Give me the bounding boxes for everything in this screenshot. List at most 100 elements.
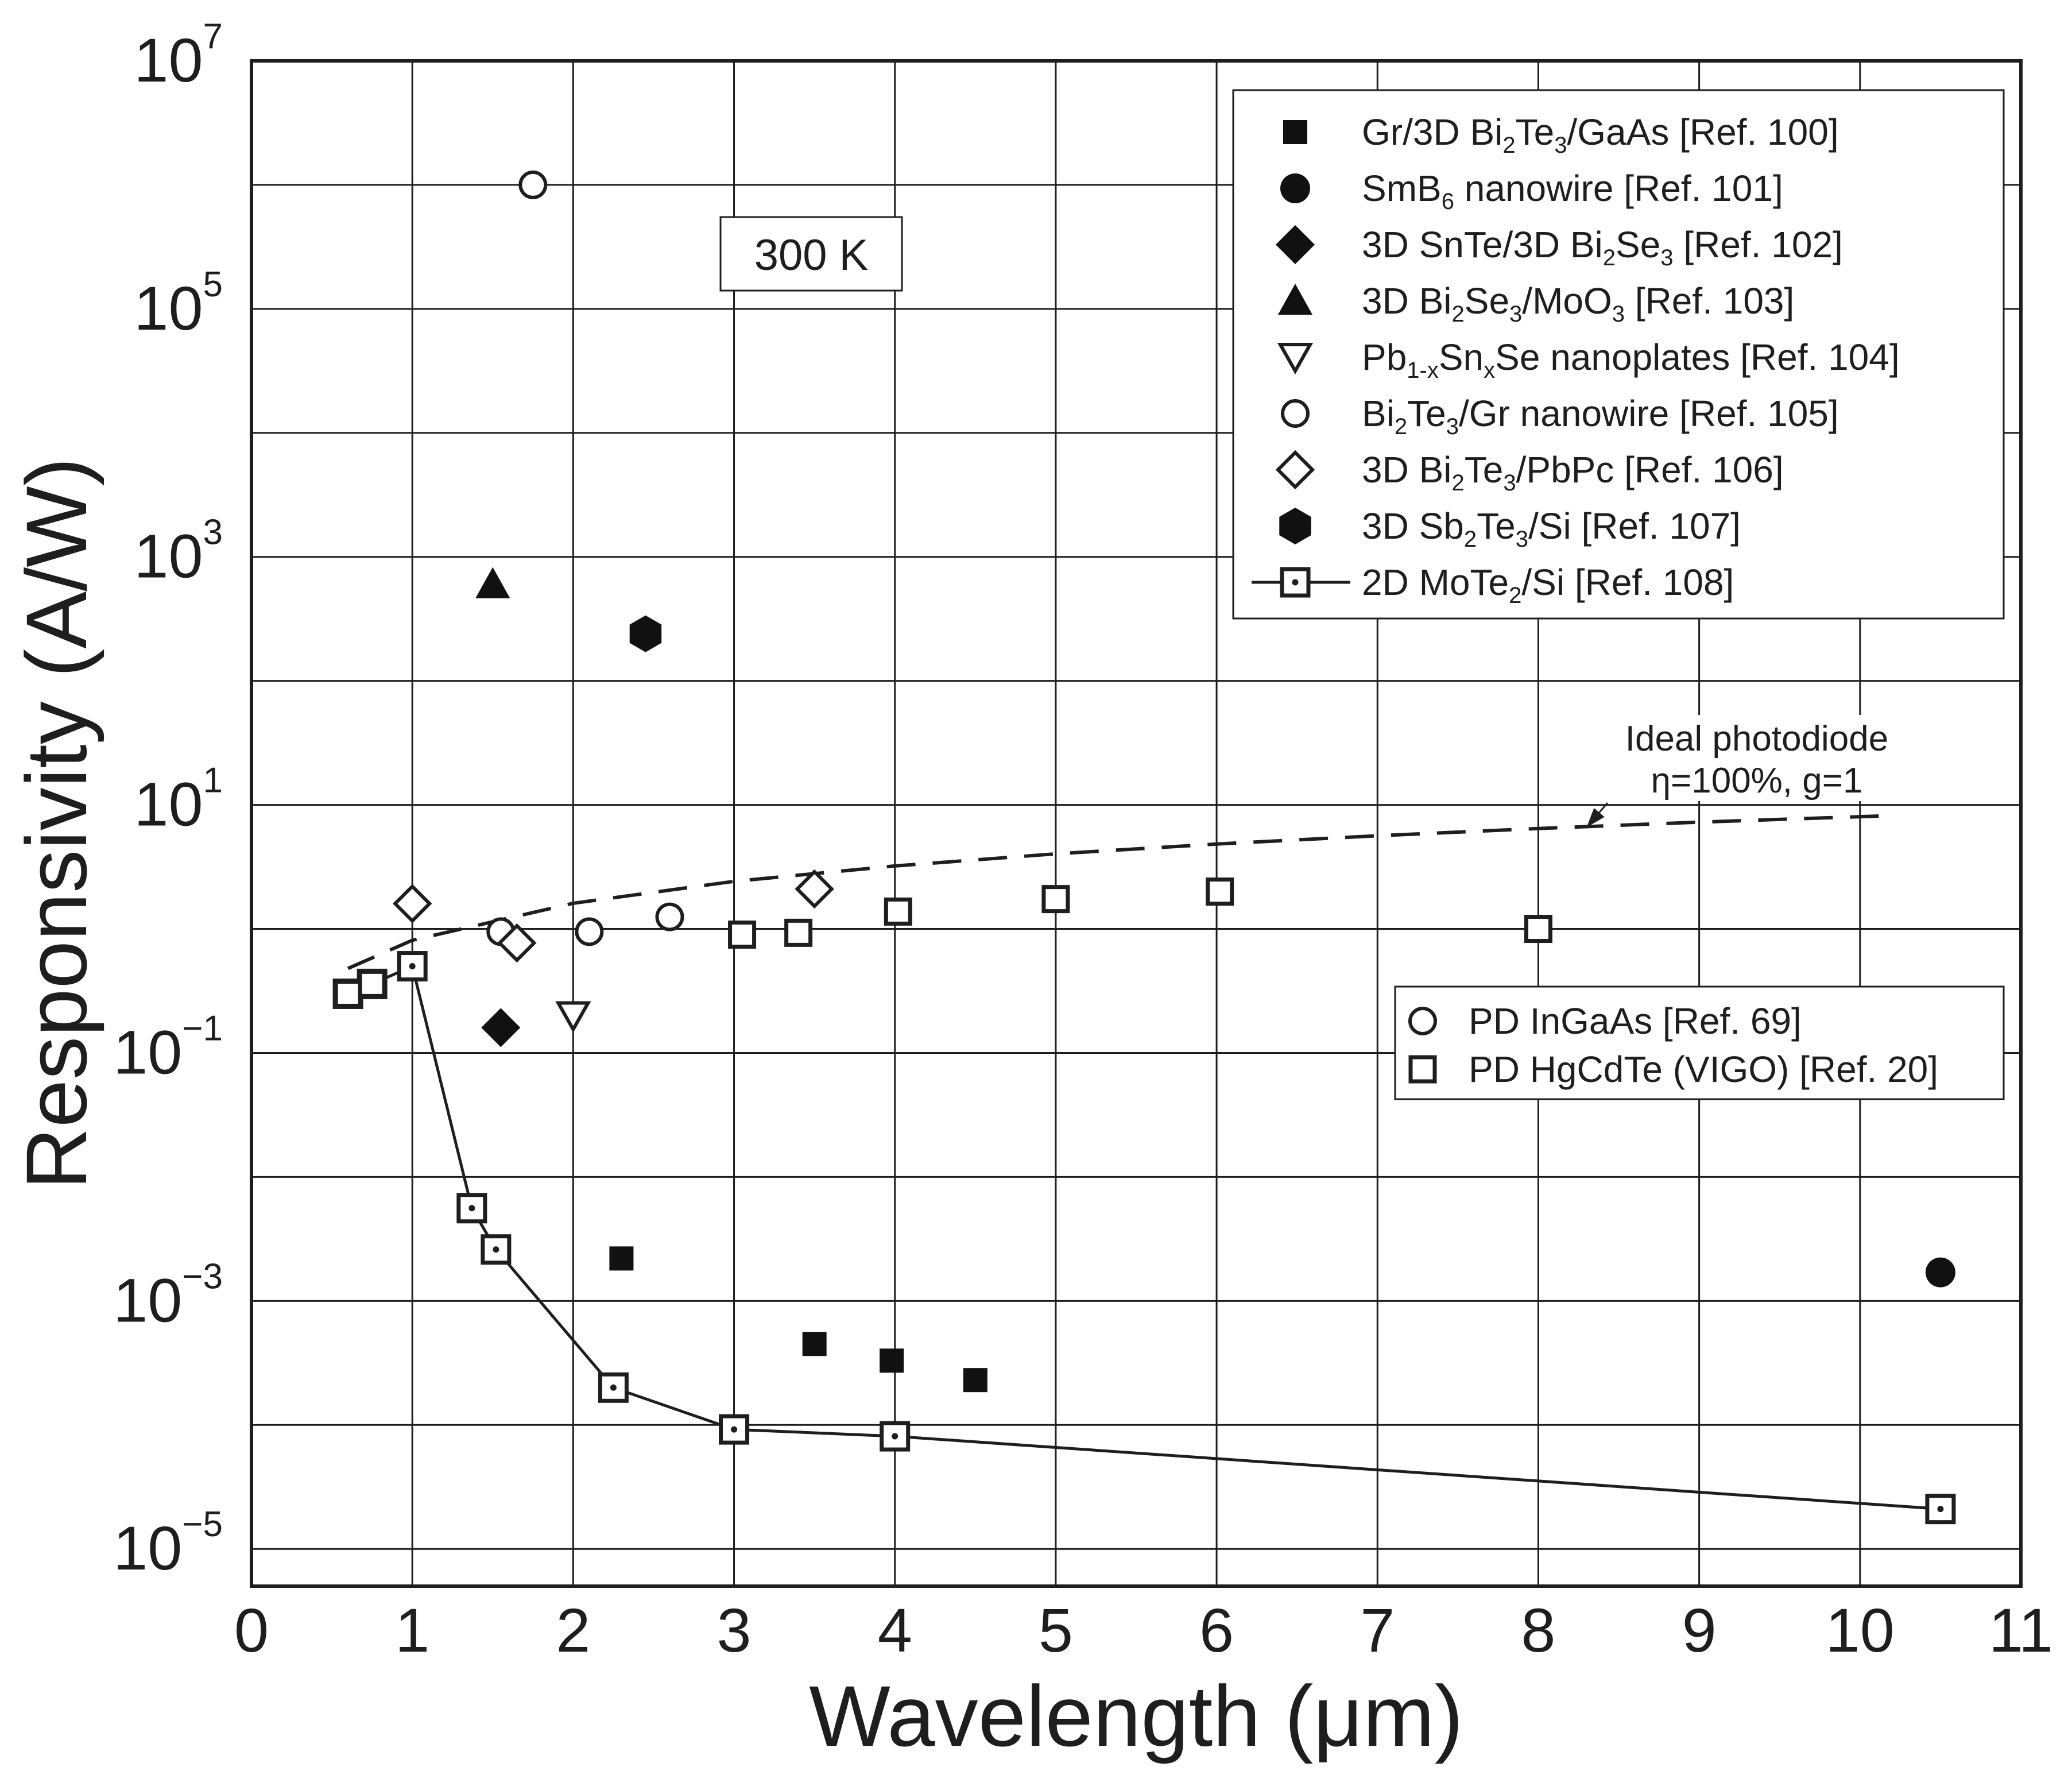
legend-marker: [1280, 173, 1310, 203]
data-point: [655, 902, 684, 931]
data-point: [1925, 1257, 1955, 1288]
x-tick-label: 0: [234, 1595, 269, 1665]
axis-ticks: 0 1 2 3 4 5 6 7 8 9 10 11 10−5 10−3 10−1 101 103 105 107: [113, 17, 2053, 1665]
data-point: [598, 1372, 629, 1403]
y-tick-label: 10−3: [113, 1257, 223, 1335]
legend-label: 2D MoTe2/Si [Ref. 108]: [1362, 562, 1734, 608]
legend-marker: [1281, 399, 1310, 428]
legend-marker: [1276, 225, 1315, 264]
y-axis-title: Responsivity (A/W): [8, 457, 104, 1189]
x-tick-label: 1: [395, 1595, 429, 1665]
legend-marker-dot: [1292, 579, 1299, 586]
temperature-label-box: 300 K: [719, 216, 903, 292]
legend-main: Gr/3D Bi2Te3/GaAs [Ref. 100] SmB6 nanowir…: [1232, 89, 2005, 620]
series-7: [629, 615, 662, 652]
x-axis-title: Wavelength (μm): [809, 1668, 1463, 1764]
data-point: [1925, 1494, 1956, 1525]
data-point: [358, 969, 386, 998]
legend-marker: [1275, 450, 1315, 490]
series-3: [475, 567, 510, 598]
y-tick-label: 10−1: [113, 1008, 223, 1087]
data-point-dot: [610, 1384, 617, 1391]
legend-label: Pb1-xSnxSe nanoplates [Ref. 104]: [1362, 337, 1900, 383]
data-point: [963, 1368, 987, 1393]
legend-label: 3D Bi2Te3/PbPc [Ref. 106]: [1362, 449, 1784, 496]
legend-label: PD InGaAs [Ref. 69]: [1469, 1000, 1802, 1042]
data-point: [795, 869, 834, 909]
series-2: [481, 1008, 521, 1047]
annotation-line-2: η=100%, g=1: [1651, 761, 1863, 801]
temperature-label: 300 K: [754, 231, 869, 280]
legend-label: Gr/3D Bi2Te3/GaAs [Ref. 100]: [1362, 111, 1839, 158]
data-point: [555, 1001, 591, 1033]
data-point: [629, 615, 662, 652]
data-point: [334, 979, 362, 1008]
ideal-photodiode-annotation: Ideal photodiode η=100%, g=1: [1586, 715, 1923, 828]
legend-secondary-border: [1394, 985, 2005, 1100]
data-point: [784, 918, 813, 947]
series-10: [334, 877, 1552, 1008]
x-tick-label: 4: [878, 1595, 912, 1665]
data-series: [332, 170, 1956, 1525]
y-tick-label: 105: [134, 265, 223, 343]
legend-main-border: [1232, 89, 2005, 620]
data-point: [728, 920, 757, 949]
series-1: [1925, 1257, 1955, 1288]
x-tick-label: 11: [1989, 1595, 2053, 1665]
annotation-background: [1602, 715, 1923, 801]
legend-label: 3D SnTe/3D Bi2Se3 [Ref. 102]: [1362, 224, 1843, 270]
legend-marker: [1277, 343, 1314, 375]
data-point: [475, 567, 510, 598]
data-point: [481, 1008, 521, 1047]
series-5: [518, 170, 548, 199]
data-point-dot: [493, 1246, 499, 1253]
data-point: [884, 897, 912, 926]
data-point: [575, 917, 604, 946]
data-point-dot: [409, 963, 416, 970]
data-point-dot: [468, 1205, 475, 1212]
data-point: [497, 923, 537, 963]
x-tick-label: 3: [717, 1595, 752, 1665]
x-tick-label: 10: [1826, 1595, 1895, 1665]
y-tick-label: 103: [134, 513, 223, 591]
annotation-arrow-head: [1586, 808, 1605, 828]
data-point: [392, 884, 432, 923]
data-point: [518, 170, 548, 199]
series-11: [347, 814, 1893, 971]
legend-label: Bi2Te3/Gr nanowire [Ref. 105]: [1362, 393, 1839, 439]
legend-label: SmB6 nanowire [Ref. 101]: [1362, 168, 1783, 214]
y-tick-label: 101: [134, 761, 223, 839]
data-point: [880, 1348, 904, 1373]
series-4: [555, 1001, 591, 1033]
legend-marker: [1408, 1055, 1437, 1084]
data-point-dot: [892, 1433, 898, 1440]
x-tick-label: 6: [1199, 1595, 1234, 1665]
data-point-dot: [731, 1426, 738, 1433]
series-6: [392, 869, 834, 963]
series-0: [609, 1246, 987, 1393]
legend-marker: [1408, 1007, 1437, 1035]
legend-label: 3D Sb2Te3/Si [Ref. 107]: [1362, 505, 1741, 552]
x-tick-label: 7: [1360, 1595, 1395, 1665]
y-tick-label: 10−5: [113, 1505, 223, 1583]
x-tick-label: 9: [1682, 1595, 1717, 1665]
data-point: [1206, 877, 1234, 906]
legend-label: PD HgCdTe (VIGO) [Ref. 20]: [1469, 1049, 1938, 1090]
data-point: [1524, 915, 1552, 944]
x-tick-label: 5: [1039, 1595, 1073, 1665]
legend-marker: [1283, 120, 1307, 144]
x-tick-label: 2: [556, 1595, 590, 1665]
data-point: [1041, 885, 1070, 914]
y-tick-label: 107: [134, 17, 223, 95]
ideal-photodiode-line: [347, 814, 1893, 971]
legend-marker: [1278, 284, 1312, 315]
legend-label: 3D Bi2Se3/MoO3 [Ref. 103]: [1362, 280, 1794, 327]
x-tick-label: 8: [1521, 1595, 1555, 1665]
data-point: [609, 1246, 634, 1271]
legend-marker: [1279, 508, 1311, 544]
data-point-dot: [1937, 1506, 1944, 1513]
plot-frame: [250, 59, 2023, 1588]
data-point: [802, 1332, 827, 1356]
legend-secondary: PD InGaAs [Ref. 69] PD HgCdTe (VIGO) [Ref…: [1394, 985, 2005, 1100]
